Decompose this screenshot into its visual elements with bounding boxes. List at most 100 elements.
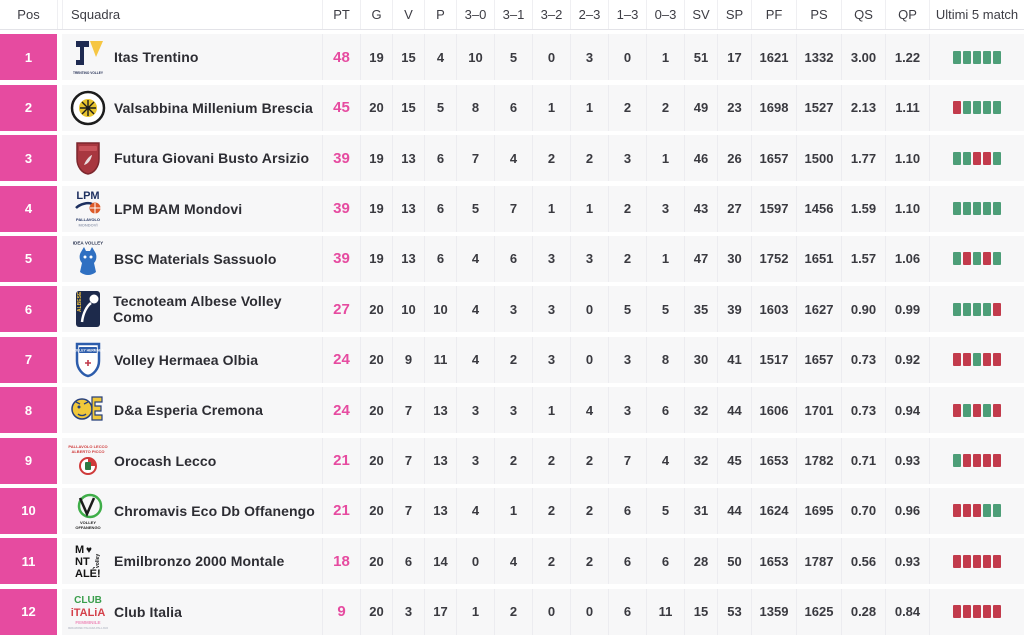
games-cell: 20	[360, 336, 392, 383]
win-square-icon	[953, 202, 961, 216]
team-name: BSC Materials Sassuolo	[114, 250, 277, 267]
wins-cell: 13	[392, 135, 424, 182]
games-cell: 19	[360, 34, 392, 81]
sets-won-cell: 30	[684, 336, 717, 383]
loss-square-icon	[993, 353, 1001, 367]
svg-text:FEMMINILE: FEMMINILE	[75, 620, 100, 625]
table-row[interactable]: 11 M ♥ NT ALÉ! volley Emilbronzo 2000 Montal…	[0, 538, 1024, 585]
games-cell: 20	[360, 286, 392, 333]
score-3-2-cell: 2	[532, 487, 570, 534]
table-row[interactable]: 2 Valsabbina Millenium Brescia 45 20 15 …	[0, 84, 1024, 131]
team-name: Orocash Lecco	[114, 452, 217, 469]
loss-square-icon	[963, 454, 971, 468]
table-row[interactable]: 4 LPM PALLAVOLO MONDOVÌ LPM BAM Mondovi 39…	[0, 185, 1024, 232]
score-2-3-cell: 2	[570, 487, 608, 534]
svg-text:CLUB: CLUB	[74, 595, 102, 606]
lpm-bam-mondovi-logo: LPM PALLAVOLO MONDOVÌ	[62, 188, 114, 230]
svg-text:IDEA VOLLEY: IDEA VOLLEY	[73, 240, 103, 245]
column-header-ultimi5: Ultimi 5 match	[929, 0, 1024, 29]
table-row[interactable]: 1 TRENTINO VOLLEY Itas Trentino 48 19 15…	[0, 34, 1024, 81]
win-square-icon	[973, 101, 981, 115]
score-3-1-cell: 3	[494, 286, 532, 333]
table-row[interactable]: 9 PALLAVOLO LECCO ALBERTO PICCO Orocash L…	[0, 437, 1024, 484]
win-square-icon	[953, 50, 961, 64]
table-row[interactable]: 8 D&a Esperia Cremona 24 20 7 13 3 3 1 4…	[0, 387, 1024, 434]
losses-cell: 6	[424, 135, 456, 182]
loss-square-icon	[993, 454, 1001, 468]
score-1-3-cell: 2	[608, 235, 646, 282]
win-square-icon	[983, 202, 991, 216]
points-for-cell: 1752	[751, 235, 796, 282]
losses-cell: 6	[424, 235, 456, 282]
win-square-icon	[953, 454, 961, 468]
table-row[interactable]: 7 VOLLEY HERMAEA Volley Hermaea Olbia 24…	[0, 336, 1024, 383]
score-0-3-cell: 4	[646, 437, 684, 484]
loss-square-icon	[993, 554, 1001, 568]
loss-square-icon	[953, 101, 961, 115]
loss-square-icon	[963, 353, 971, 367]
svg-text:ALBERTO PICCO: ALBERTO PICCO	[71, 449, 104, 454]
win-square-icon	[983, 504, 991, 518]
loss-square-icon	[973, 151, 981, 165]
set-quotient-cell: 0.70	[841, 487, 885, 534]
column-header-squadra: Squadra	[62, 0, 322, 29]
svg-text:PALLAVOLO LECCO: PALLAVOLO LECCO	[68, 444, 107, 449]
points-cell: 45	[322, 84, 360, 131]
team-name: Club Italia	[114, 603, 182, 620]
table-body: 1 TRENTINO VOLLEY Itas Trentino 48 19 15…	[0, 30, 1024, 637]
team-name: D&a Esperia Cremona	[114, 402, 263, 419]
win-square-icon	[983, 101, 991, 115]
points-cell: 39	[322, 235, 360, 282]
score-1-3-cell: 0	[608, 34, 646, 81]
svg-text:VOLLEY HERMAEA: VOLLEY HERMAEA	[72, 348, 104, 352]
points-for-cell: 1359	[751, 588, 796, 635]
score-3-0-cell: 4	[456, 286, 494, 333]
column-header-pt: PT	[322, 0, 360, 29]
column-header-sp: SP	[717, 0, 751, 29]
set-quotient-cell: 0.73	[841, 336, 885, 383]
losses-cell: 13	[424, 437, 456, 484]
point-quotient-cell: 0.96	[885, 487, 929, 534]
points-against-cell: 1701	[796, 387, 841, 434]
svg-text:NT: NT	[75, 556, 90, 568]
column-header-ps: PS	[796, 0, 841, 29]
score-1-3-cell: 6	[608, 538, 646, 585]
table-row[interactable]: 5 IDEA VOLLEY BSC Materials Sassuolo 39 …	[0, 235, 1024, 282]
svg-text:FEDERAZIONE ITALIANA PALLAVOLO: FEDERAZIONE ITALIANA PALLAVOLO	[68, 626, 108, 630]
table-header-row: Pos Squadra PT G V P 3–0 3–1 3–2 2–3 1–3…	[0, 0, 1024, 30]
points-for-cell: 1624	[751, 487, 796, 534]
svg-text:VOLLEY: VOLLEY	[80, 520, 96, 525]
point-quotient-cell: 1.10	[885, 135, 929, 182]
games-cell: 20	[360, 538, 392, 585]
win-square-icon	[993, 101, 1001, 115]
column-header-3-1: 3–1	[494, 0, 532, 29]
loss-square-icon	[973, 454, 981, 468]
table-row[interactable]: 3 Futura Giovani Busto Arsizio 39 19 13 …	[0, 135, 1024, 182]
table-row[interactable]: 10 VOLLEY OFFANENGO Chromavis Eco Db Offa…	[0, 487, 1024, 534]
last5-results	[953, 504, 1001, 518]
score-3-1-cell: 4	[494, 135, 532, 182]
points-for-cell: 1657	[751, 135, 796, 182]
wins-cell: 15	[392, 34, 424, 81]
points-against-cell: 1456	[796, 185, 841, 232]
set-quotient-cell: 3.00	[841, 34, 885, 81]
table-row[interactable]: 6 ALBESE Tecnoteam Albese Volley Como 27…	[0, 286, 1024, 333]
win-square-icon	[963, 101, 971, 115]
sets-won-cell: 31	[684, 487, 717, 534]
loss-square-icon	[963, 504, 971, 518]
losses-cell: 10	[424, 286, 456, 333]
table-row[interactable]: 12 CLUBiTALiAFEMMINILEFEDERAZIONE ITALIA…	[0, 588, 1024, 635]
loss-square-icon	[953, 504, 961, 518]
sets-won-cell: 51	[684, 34, 717, 81]
games-cell: 20	[360, 437, 392, 484]
score-1-3-cell: 2	[608, 185, 646, 232]
score-2-3-cell: 2	[570, 538, 608, 585]
team-name: Itas Trentino	[114, 49, 199, 66]
score-3-1-cell: 5	[494, 34, 532, 81]
points-against-cell: 1627	[796, 286, 841, 333]
sets-lost-cell: 39	[717, 286, 751, 333]
score-1-3-cell: 3	[608, 387, 646, 434]
position-badge: 2	[0, 84, 57, 131]
last5-results	[953, 50, 1001, 64]
points-cell: 24	[322, 387, 360, 434]
